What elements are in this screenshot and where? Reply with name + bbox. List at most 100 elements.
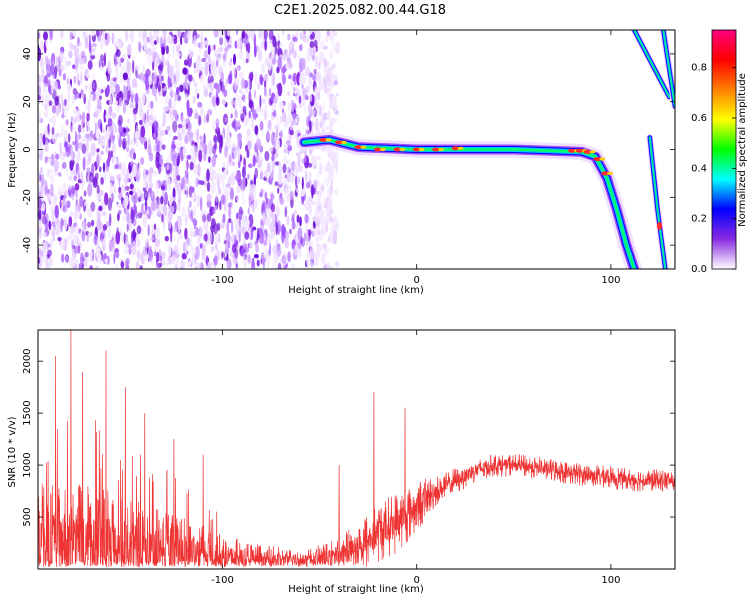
noise-blob [240,248,244,257]
noise-blob [264,58,269,66]
noise-blob [255,243,259,254]
noise-blob [169,64,174,79]
colorbar-gradient [711,29,737,270]
noise-blob [283,204,288,209]
noise-blob [211,218,216,229]
noise-blob [116,135,120,140]
noise-blob [102,224,108,231]
noise-blob [234,223,240,231]
noise-blob [112,150,116,160]
noise-blob [261,108,266,117]
noise-blob [157,58,163,64]
noise-blob [287,144,293,152]
noise-blob [146,108,149,123]
x-tick-label: -100 [211,575,234,586]
noise-blob [189,161,194,171]
noise-blob [162,30,167,39]
noise-blob [215,126,221,135]
noise-blob [139,119,143,125]
noise-blob [269,147,273,152]
noise-blob [296,214,300,223]
noise-blob [251,205,256,211]
noise-blob [200,63,203,71]
noise-blob [50,174,55,184]
track-peak-halo [379,147,386,152]
noise-blob [309,34,314,40]
noise-blob [177,95,182,102]
x-tick-label: 100 [601,275,620,286]
noise-blob [69,227,74,241]
noise-blob [66,146,71,158]
noise-blob [39,57,45,68]
noise-blob [266,162,271,174]
noise-blob [244,218,250,228]
noise-blob [70,185,76,197]
track-peak-halo [599,157,606,161]
noise-blob [234,175,239,181]
noise-blob [176,179,179,193]
noise-blob [120,261,125,269]
noise-blob [157,262,162,269]
noise-blob [63,238,68,252]
noise-blob [320,230,325,236]
noise-blob [279,42,284,48]
noise-blob [316,248,320,260]
noise-blob [47,249,52,257]
noise-blob [312,74,316,81]
noise-blob [179,84,184,93]
noise-blob [65,119,69,126]
noise-blob [66,235,70,244]
noise-blob [170,230,173,243]
noise-blob [239,49,243,60]
noise-blob [292,112,296,120]
noise-blob [298,95,302,104]
noise-blob [255,138,262,150]
secondary-track-left [633,30,670,98]
noise-blob [329,95,332,110]
noise-blob [222,213,226,224]
secondary-track-steep [649,137,666,269]
noise-blob [73,75,77,85]
noise-blob [77,170,81,176]
noise-blob [210,75,214,83]
noise-blob [197,101,203,108]
noise-blob [104,192,109,206]
noise-blob [182,241,187,253]
colorbar: 0.0 0.2 0.4 0.6 0.8 Normalized spectral ampl… [691,29,748,275]
noise-blob [326,110,331,120]
noise-blob [76,203,81,214]
noise-blob [319,85,323,91]
noise-blob [149,107,154,116]
noise-blob [264,39,267,52]
noise-blob [120,57,125,63]
noise-blob [213,44,216,51]
noise-blob [307,162,313,168]
noise-blob [92,47,96,53]
noise-blob [272,212,276,223]
noise-blob [146,54,151,63]
noise-blob [189,238,193,250]
noise-blob [254,72,258,85]
noise-blob [112,77,117,82]
noise-blob [184,169,189,179]
noise-blob [209,206,214,216]
noise-blob [242,200,246,205]
noise-blob [312,54,315,61]
noise-blob [245,58,249,64]
noise-blob [193,67,198,74]
noise-blob [61,107,65,120]
noise-blob [316,156,321,161]
noise-blob [264,169,268,179]
noise-blob [246,149,250,159]
noise-blob [164,95,169,105]
noise-blob [81,231,86,242]
noise-blob [196,139,200,145]
noise-blob [228,61,233,67]
noise-blob [167,154,170,166]
noise-blob [107,172,111,179]
noise-blob [305,181,311,189]
noise-blob [64,56,68,70]
noise-blob [177,30,182,38]
noise-blob [249,241,253,250]
noise-blob [153,170,158,177]
